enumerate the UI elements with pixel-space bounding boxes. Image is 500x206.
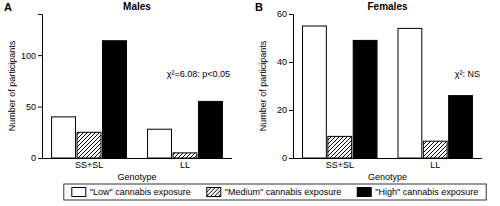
legend-swatch xyxy=(357,188,371,197)
panel: 0 20 40 60 SS+SL LL Females B Number of particip… xyxy=(255,1,482,182)
bar xyxy=(173,153,197,158)
axis-line xyxy=(289,15,294,159)
bar xyxy=(77,132,101,158)
legend-swatch xyxy=(72,188,86,197)
axis-title: Genotype xyxy=(117,172,156,182)
bar xyxy=(52,117,76,158)
tick-mark xyxy=(38,107,42,108)
y-tick: 60 xyxy=(277,9,293,19)
bar xyxy=(398,28,422,158)
x-tick: SS+SL xyxy=(75,158,103,170)
legend-item: "High" cannabis exposure xyxy=(357,187,478,197)
axis-line xyxy=(38,15,43,159)
y-tick: 100 xyxy=(21,51,42,61)
bar xyxy=(148,129,172,158)
y-tick: 40 xyxy=(277,57,293,67)
bar xyxy=(103,41,127,158)
tick-label: 60 xyxy=(277,9,287,19)
tick-mark xyxy=(289,158,293,159)
tick-label: 20 xyxy=(277,105,287,115)
tick-mark xyxy=(38,158,42,159)
y-axis: 0 20 40 60 xyxy=(277,9,294,163)
tick-label: 0 xyxy=(31,153,36,163)
legend-item: "Medium" cannabis exposure xyxy=(207,187,341,197)
x-tick: LL xyxy=(180,158,190,170)
tick-mark xyxy=(289,62,293,63)
axis-title: Number of participants xyxy=(7,40,17,131)
legend-item: "Low" cannabis exposure xyxy=(72,187,191,197)
legend: "Low" cannabis exposure "Medium" cannabis… xyxy=(64,184,486,200)
annotation: χ²: NS xyxy=(455,69,480,79)
axis-line xyxy=(293,158,482,159)
y-tick: 50 xyxy=(26,102,42,112)
legend-label: "Medium" cannabis exposure xyxy=(225,187,341,197)
bar xyxy=(328,136,352,158)
x-tick: LL xyxy=(430,158,440,170)
x-axis: SS+SL LL xyxy=(293,158,482,170)
x-axis: SS+SL LL xyxy=(42,158,232,170)
y-tick: 0 xyxy=(31,153,42,163)
tick-label: SS+SL xyxy=(75,160,103,170)
legend-box xyxy=(64,184,486,200)
bars xyxy=(52,41,223,158)
panel-label: A xyxy=(4,1,12,13)
tick-label: LL xyxy=(430,160,440,170)
bar xyxy=(303,26,327,158)
tick-label: SS+SL xyxy=(326,160,354,170)
title: Females xyxy=(367,1,407,12)
y-tick: 0 xyxy=(282,153,293,163)
bar xyxy=(449,96,473,158)
tick-label: 100 xyxy=(21,51,36,61)
legend-label: "Low" cannabis exposure xyxy=(90,187,191,197)
tick-label: LL xyxy=(180,160,190,170)
y-tick: 20 xyxy=(277,105,293,115)
legend-swatch xyxy=(207,188,221,197)
annotation: χ²=6.08: p<0.05 xyxy=(167,69,230,79)
axis-line xyxy=(42,158,232,159)
bar xyxy=(353,40,377,158)
tick-mark xyxy=(289,110,293,111)
y-axis: 0 50 100 xyxy=(21,15,43,164)
title: Males xyxy=(123,1,151,12)
panel: 0 50 100 SS+SL LL Males A Number of participant… xyxy=(4,1,232,182)
tick-label: 40 xyxy=(277,57,287,67)
axis-title: Number of participants xyxy=(258,40,268,131)
bars xyxy=(303,26,473,158)
tick-label: 50 xyxy=(26,102,36,112)
tick-mark xyxy=(38,55,42,56)
chart-root: 0 50 100 SS+SL LL Males A Number of participant… xyxy=(0,0,500,206)
tick-label: 0 xyxy=(282,153,287,163)
axis-title: Genotype xyxy=(368,172,407,182)
legend-label: "High" cannabis exposure xyxy=(375,187,478,197)
tick-mark xyxy=(289,14,293,15)
panel-label: B xyxy=(255,1,263,13)
bar xyxy=(423,141,447,158)
x-tick: SS+SL xyxy=(326,158,354,170)
bar xyxy=(198,101,222,158)
